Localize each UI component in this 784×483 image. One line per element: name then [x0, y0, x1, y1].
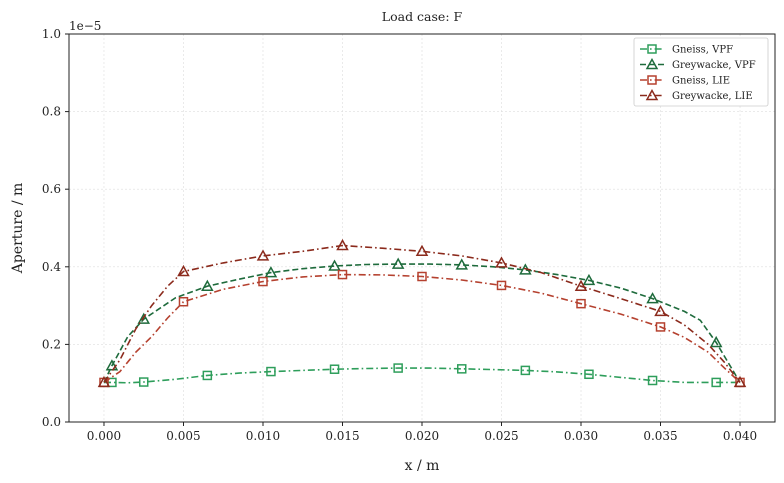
x-tick-label: 0.005	[166, 429, 200, 443]
data-point	[178, 296, 189, 307]
data-point	[329, 364, 340, 374]
data-point	[393, 363, 403, 373]
legend-item: Gneiss, LIE	[640, 75, 730, 87]
data-point	[576, 298, 586, 309]
data-point	[582, 273, 596, 286]
data-point	[415, 244, 429, 257]
data-point	[646, 292, 659, 304]
series-line	[103, 273, 741, 384]
data-point	[138, 377, 149, 387]
legend-box	[633, 37, 769, 107]
data-point	[202, 370, 213, 381]
legend: Gneiss, VPF Greywacke, VPF Gneiss, LIE Grey…	[633, 37, 769, 107]
y-tick-label: 1.0	[42, 27, 61, 41]
x-axis: 0.000 0.005 0.010 0.015 0.020 0.025 0.030 0.035…	[87, 422, 757, 443]
data-point	[709, 335, 723, 348]
legend-marker	[645, 57, 659, 70]
legend-label: Greywacke, LIE	[672, 91, 753, 102]
data-point	[391, 257, 405, 269]
x-tick-label: 0.030	[564, 429, 598, 443]
data-point	[647, 375, 658, 386]
legend-marker	[647, 44, 657, 54]
data-point	[97, 375, 111, 388]
data-point	[336, 238, 349, 251]
x-tick-label: 0.020	[405, 429, 439, 443]
legend-label: Gneiss, VPF	[672, 45, 733, 56]
data-point	[337, 269, 348, 280]
data-point	[177, 264, 190, 277]
y-tick-label: 0.2	[42, 337, 61, 351]
data-point	[711, 377, 721, 388]
data-point	[733, 375, 747, 388]
y-axis-label: Aperture / m	[10, 183, 26, 275]
data-point	[654, 304, 667, 317]
y-axis: 0.0 0.2 0.4 0.6 0.8 1.0	[42, 27, 69, 429]
x-tick-label: 0.015	[325, 429, 359, 443]
x-axis-label: x / m	[405, 458, 440, 474]
y-tick-label: 0.6	[42, 182, 61, 196]
legend-item: Greywacke, VPF	[640, 57, 756, 71]
legend-item: Gneiss, VPF	[640, 44, 733, 56]
series-0	[104, 363, 740, 388]
series-1	[103, 257, 741, 383]
data-point	[496, 280, 507, 291]
legend-label: Greywacke, VPF	[672, 60, 756, 71]
y-offset-text: 1e−5	[69, 19, 101, 33]
data-point	[266, 366, 276, 377]
data-point	[520, 365, 531, 376]
x-tick-label: 0.040	[723, 429, 757, 443]
data-point	[655, 322, 666, 332]
data-point	[256, 249, 270, 261]
series-line	[104, 367, 740, 384]
x-tick-label: 0.000	[87, 429, 121, 443]
data-point	[264, 266, 278, 278]
series-3	[97, 238, 747, 388]
legend-item: Greywacke, LIE	[640, 88, 753, 102]
chart-title: Load case: F	[382, 9, 463, 24]
x-tick-label: 0.025	[484, 429, 518, 443]
data-point	[201, 279, 214, 291]
series-line	[103, 244, 741, 383]
x-tick-label: 0.010	[246, 429, 280, 443]
data-point	[574, 279, 588, 291]
data-point	[137, 312, 151, 324]
legend-marker	[645, 88, 659, 101]
data-point	[417, 271, 427, 282]
y-tick-label: 0.8	[42, 105, 61, 119]
series-line	[103, 263, 741, 383]
data-point	[584, 369, 594, 380]
data-point	[495, 256, 508, 268]
data-point	[457, 364, 467, 374]
series-layer	[97, 238, 747, 388]
data-point	[455, 258, 469, 270]
data-point	[105, 359, 119, 371]
y-tick-label: 0.0	[42, 415, 61, 429]
y-tick-label: 0.4	[42, 260, 61, 274]
data-point	[328, 259, 341, 271]
x-tick-label: 0.035	[643, 429, 677, 443]
legend-label: Gneiss, LIE	[672, 76, 730, 87]
data-point	[258, 276, 268, 287]
legend-marker	[647, 75, 657, 85]
